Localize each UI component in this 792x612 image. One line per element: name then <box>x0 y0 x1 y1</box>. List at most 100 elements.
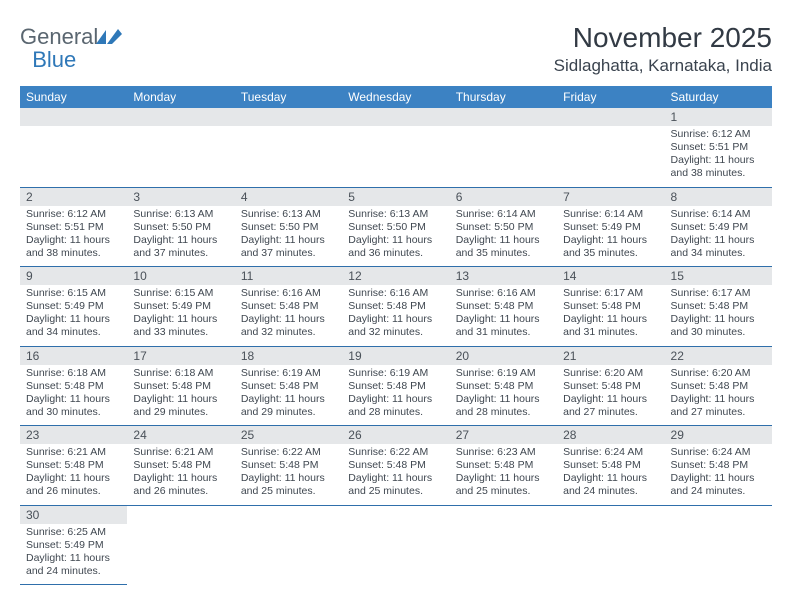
calendar-week-row: 16Sunrise: 6:18 AMSunset: 5:48 PMDayligh… <box>20 346 772 426</box>
calendar-cell: 13Sunrise: 6:16 AMSunset: 5:48 PMDayligh… <box>450 267 557 347</box>
weekday-header: Monday <box>127 86 234 108</box>
calendar-cell: 21Sunrise: 6:20 AMSunset: 5:48 PMDayligh… <box>557 346 664 426</box>
month-title: November 2025 <box>554 22 772 54</box>
day-number: 11 <box>235 267 342 285</box>
day-body-empty <box>342 126 449 178</box>
calendar-cell: 25Sunrise: 6:22 AMSunset: 5:48 PMDayligh… <box>235 426 342 506</box>
day-number: 24 <box>127 426 234 444</box>
calendar-cell: 6Sunrise: 6:14 AMSunset: 5:50 PMDaylight… <box>450 187 557 267</box>
logo-word1: General <box>20 24 98 49</box>
day-body: Sunrise: 6:13 AMSunset: 5:50 PMDaylight:… <box>342 206 449 267</box>
calendar-cell: 12Sunrise: 6:16 AMSunset: 5:48 PMDayligh… <box>342 267 449 347</box>
day-number-empty <box>20 108 127 126</box>
day-body: Sunrise: 6:21 AMSunset: 5:48 PMDaylight:… <box>20 444 127 505</box>
day-body: Sunrise: 6:17 AMSunset: 5:48 PMDaylight:… <box>557 285 664 346</box>
calendar-cell: 27Sunrise: 6:23 AMSunset: 5:48 PMDayligh… <box>450 426 557 506</box>
day-number: 10 <box>127 267 234 285</box>
day-body: Sunrise: 6:15 AMSunset: 5:49 PMDaylight:… <box>20 285 127 346</box>
day-number: 30 <box>20 506 127 524</box>
calendar-cell: 1Sunrise: 6:12 AMSunset: 5:51 PMDaylight… <box>665 108 772 187</box>
day-body: Sunrise: 6:23 AMSunset: 5:48 PMDaylight:… <box>450 444 557 505</box>
calendar-cell: 9Sunrise: 6:15 AMSunset: 5:49 PMDaylight… <box>20 267 127 347</box>
day-number-empty <box>557 108 664 126</box>
calendar-week-row: 9Sunrise: 6:15 AMSunset: 5:49 PMDaylight… <box>20 267 772 347</box>
day-number-empty <box>450 108 557 126</box>
day-number: 12 <box>342 267 449 285</box>
day-body: Sunrise: 6:21 AMSunset: 5:48 PMDaylight:… <box>127 444 234 505</box>
day-number: 28 <box>557 426 664 444</box>
calendar-cell: 10Sunrise: 6:15 AMSunset: 5:49 PMDayligh… <box>127 267 234 347</box>
calendar-cell: 4Sunrise: 6:13 AMSunset: 5:50 PMDaylight… <box>235 187 342 267</box>
calendar-cell <box>450 505 557 585</box>
day-number: 16 <box>20 347 127 365</box>
day-body: Sunrise: 6:15 AMSunset: 5:49 PMDaylight:… <box>127 285 234 346</box>
day-body: Sunrise: 6:12 AMSunset: 5:51 PMDaylight:… <box>665 126 772 187</box>
calendar-cell: 7Sunrise: 6:14 AMSunset: 5:49 PMDaylight… <box>557 187 664 267</box>
day-number: 15 <box>665 267 772 285</box>
calendar-cell: 30Sunrise: 6:25 AMSunset: 5:49 PMDayligh… <box>20 505 127 585</box>
day-body: Sunrise: 6:19 AMSunset: 5:48 PMDaylight:… <box>235 365 342 426</box>
calendar-cell: 11Sunrise: 6:16 AMSunset: 5:48 PMDayligh… <box>235 267 342 347</box>
day-number: 1 <box>665 108 772 126</box>
day-number: 4 <box>235 188 342 206</box>
calendar-cell: 16Sunrise: 6:18 AMSunset: 5:48 PMDayligh… <box>20 346 127 426</box>
calendar-cell <box>20 108 127 187</box>
day-body: Sunrise: 6:14 AMSunset: 5:49 PMDaylight:… <box>665 206 772 267</box>
day-number-empty <box>127 108 234 126</box>
weekday-header: Tuesday <box>235 86 342 108</box>
calendar-cell: 29Sunrise: 6:24 AMSunset: 5:48 PMDayligh… <box>665 426 772 506</box>
day-number: 14 <box>557 267 664 285</box>
day-number: 22 <box>665 347 772 365</box>
calendar-cell: 28Sunrise: 6:24 AMSunset: 5:48 PMDayligh… <box>557 426 664 506</box>
day-number: 6 <box>450 188 557 206</box>
day-body-empty <box>20 126 127 178</box>
day-body: Sunrise: 6:13 AMSunset: 5:50 PMDaylight:… <box>235 206 342 267</box>
day-body: Sunrise: 6:19 AMSunset: 5:48 PMDaylight:… <box>450 365 557 426</box>
calendar-cell <box>450 108 557 187</box>
day-number: 27 <box>450 426 557 444</box>
day-body: Sunrise: 6:16 AMSunset: 5:48 PMDaylight:… <box>450 285 557 346</box>
day-number: 18 <box>235 347 342 365</box>
calendar-cell: 26Sunrise: 6:22 AMSunset: 5:48 PMDayligh… <box>342 426 449 506</box>
day-body: Sunrise: 6:24 AMSunset: 5:48 PMDaylight:… <box>557 444 664 505</box>
calendar-cell: 24Sunrise: 6:21 AMSunset: 5:48 PMDayligh… <box>127 426 234 506</box>
weekday-header: Saturday <box>665 86 772 108</box>
day-body: Sunrise: 6:14 AMSunset: 5:49 PMDaylight:… <box>557 206 664 267</box>
calendar-cell <box>235 505 342 585</box>
calendar-cell <box>665 505 772 585</box>
calendar-cell: 5Sunrise: 6:13 AMSunset: 5:50 PMDaylight… <box>342 187 449 267</box>
day-body: Sunrise: 6:24 AMSunset: 5:48 PMDaylight:… <box>665 444 772 505</box>
calendar-cell: 19Sunrise: 6:19 AMSunset: 5:48 PMDayligh… <box>342 346 449 426</box>
logo: General ..Blue <box>20 22 122 72</box>
calendar-cell <box>557 505 664 585</box>
location: Sidlaghatta, Karnataka, India <box>554 56 772 76</box>
calendar-week-row: 30Sunrise: 6:25 AMSunset: 5:49 PMDayligh… <box>20 505 772 585</box>
logo-flag-icon <box>96 28 122 46</box>
calendar-cell: 3Sunrise: 6:13 AMSunset: 5:50 PMDaylight… <box>127 187 234 267</box>
calendar-cell: 20Sunrise: 6:19 AMSunset: 5:48 PMDayligh… <box>450 346 557 426</box>
calendar-table: SundayMondayTuesdayWednesdayThursdayFrid… <box>20 86 772 585</box>
day-number: 2 <box>20 188 127 206</box>
day-number: 29 <box>665 426 772 444</box>
day-body-empty <box>450 126 557 178</box>
calendar-cell: 14Sunrise: 6:17 AMSunset: 5:48 PMDayligh… <box>557 267 664 347</box>
day-body: Sunrise: 6:20 AMSunset: 5:48 PMDaylight:… <box>557 365 664 426</box>
day-number: 26 <box>342 426 449 444</box>
day-number: 9 <box>20 267 127 285</box>
day-body: Sunrise: 6:25 AMSunset: 5:49 PMDaylight:… <box>20 524 127 585</box>
day-body: Sunrise: 6:16 AMSunset: 5:48 PMDaylight:… <box>342 285 449 346</box>
calendar-cell <box>342 108 449 187</box>
calendar-cell <box>127 108 234 187</box>
day-body: Sunrise: 6:19 AMSunset: 5:48 PMDaylight:… <box>342 365 449 426</box>
day-body-empty <box>557 126 664 178</box>
weekday-header: Friday <box>557 86 664 108</box>
day-body: Sunrise: 6:20 AMSunset: 5:48 PMDaylight:… <box>665 365 772 426</box>
calendar-week-row: 1Sunrise: 6:12 AMSunset: 5:51 PMDaylight… <box>20 108 772 187</box>
calendar-cell <box>342 505 449 585</box>
weekday-header: Thursday <box>450 86 557 108</box>
day-number: 8 <box>665 188 772 206</box>
day-number: 7 <box>557 188 664 206</box>
day-number-empty <box>235 108 342 126</box>
day-number: 13 <box>450 267 557 285</box>
day-body: Sunrise: 6:22 AMSunset: 5:48 PMDaylight:… <box>342 444 449 505</box>
